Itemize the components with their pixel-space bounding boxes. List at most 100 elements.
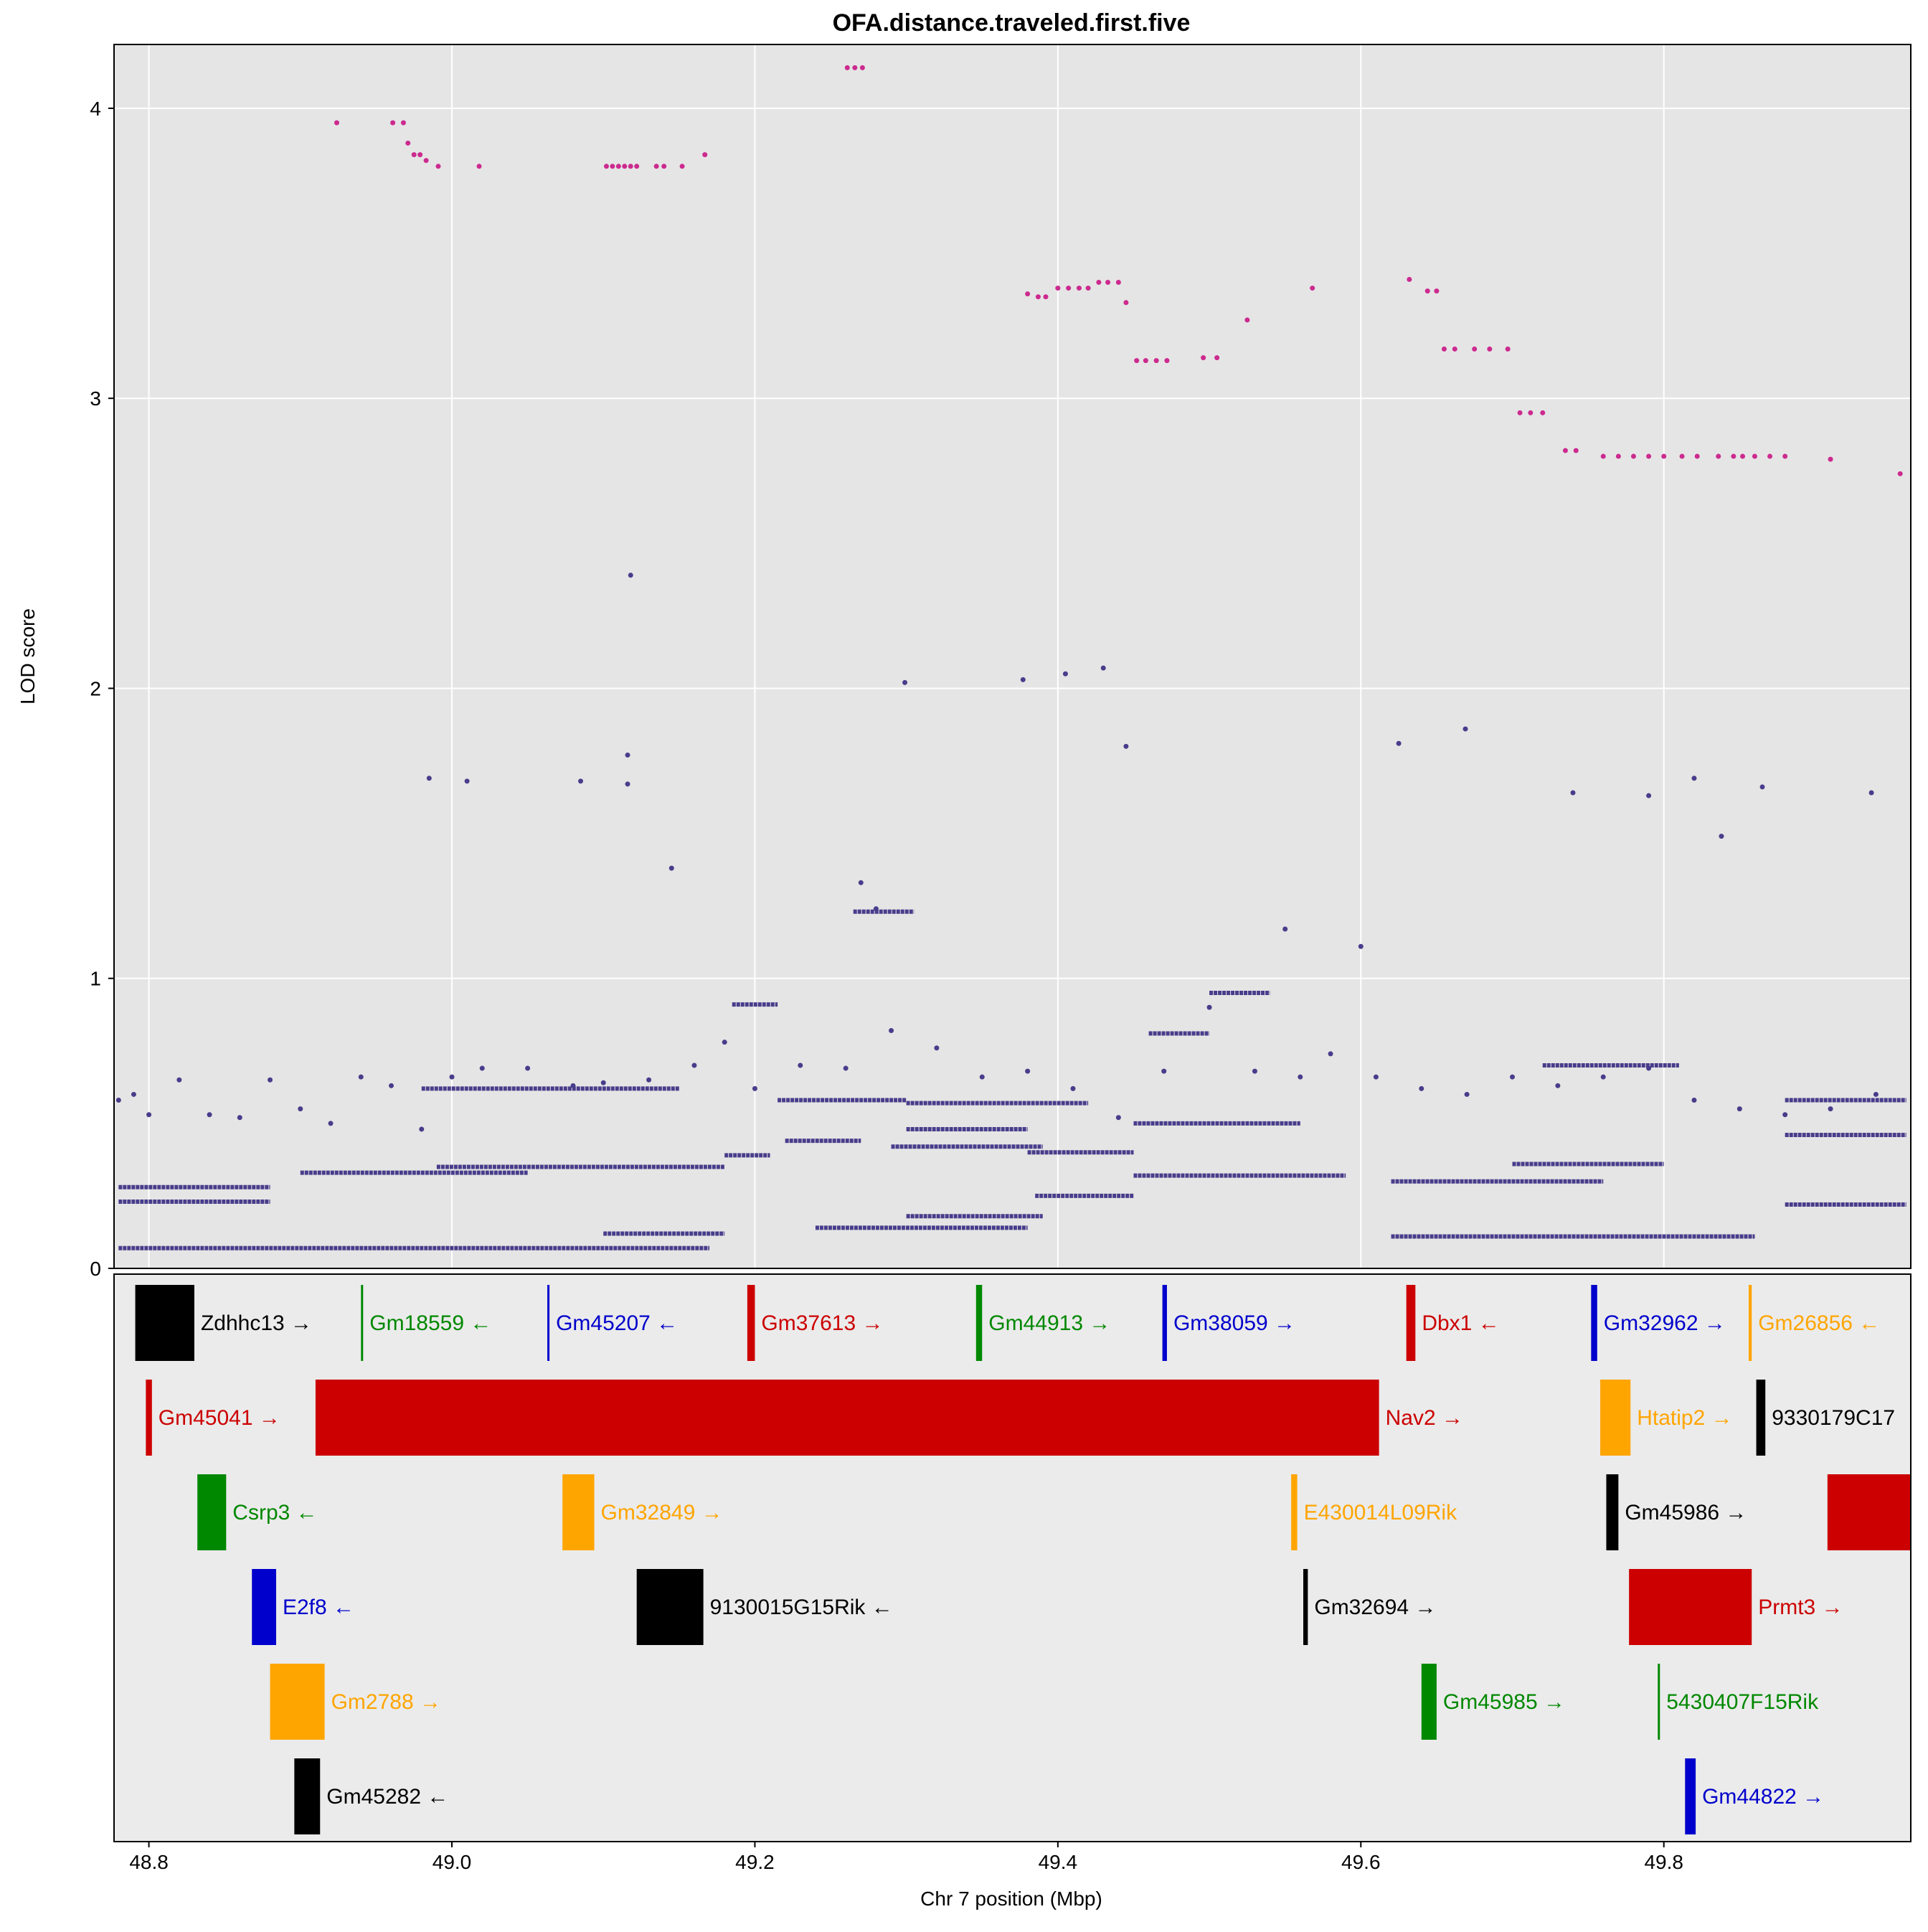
gene-box: [1600, 1380, 1631, 1456]
snp-point: [1873, 1091, 1879, 1097]
snp-point: [873, 906, 879, 912]
snp-point: [889, 1028, 894, 1034]
top-snp-point: [400, 120, 406, 126]
y-axis-ticks: 0 1 2 3 4: [90, 98, 114, 1280]
gene-label: E2f8 ←: [283, 1596, 354, 1619]
top-snp-point: [476, 164, 482, 169]
top-snp-point: [1528, 410, 1534, 415]
top-snp-point: [435, 164, 441, 169]
y-tick-label: 3: [90, 387, 101, 410]
snp-point: [1691, 776, 1697, 781]
snp-point: [902, 679, 908, 685]
top-snp-point: [417, 152, 423, 158]
x-tick-label: 49.4: [1039, 1851, 1078, 1873]
x-tick-label: 48.8: [129, 1851, 169, 1873]
top-snp-point: [1025, 291, 1031, 297]
gene-label: Nav2 →: [1386, 1406, 1463, 1430]
top-snp-point: [702, 152, 708, 158]
top-snp-point: [1035, 294, 1041, 300]
top-snp-point: [1134, 358, 1140, 364]
snp-point: [268, 1077, 273, 1083]
gene-label: E430014L09Rik: [1304, 1501, 1458, 1525]
top-snp-point: [615, 164, 621, 169]
top-snp-point: [1661, 453, 1667, 459]
top-snp-point: [628, 164, 633, 169]
y-tick-label: 2: [90, 677, 101, 699]
snp-point: [578, 778, 584, 784]
gene-box: [315, 1380, 1379, 1456]
snp-point: [600, 1080, 606, 1085]
gene-box: [197, 1474, 227, 1550]
snp-point: [722, 1040, 727, 1045]
top-snp-point: [1153, 358, 1159, 364]
top-snp-point: [852, 65, 858, 70]
gene-box: [252, 1569, 276, 1645]
gene-box: [294, 1758, 321, 1834]
x-tick-label: 49.6: [1341, 1851, 1381, 1873]
snp-point: [146, 1112, 152, 1118]
top-snp-point: [1105, 279, 1111, 285]
snp-point: [1328, 1051, 1333, 1057]
snp-point: [1396, 740, 1402, 746]
snp-point: [176, 1077, 182, 1083]
snp-point: [358, 1074, 364, 1080]
gene-label: Htatip2 →: [1637, 1406, 1732, 1430]
top-snp-point: [1540, 410, 1546, 415]
snp-point: [625, 752, 630, 758]
chart-title: OFA.distance.traveled.first.five: [833, 9, 1191, 37]
top-snp-point: [859, 65, 865, 70]
snp-point: [1464, 1091, 1470, 1097]
snp-point: [1691, 1098, 1697, 1103]
gene-box: [1685, 1758, 1696, 1834]
top-snp-point: [1562, 448, 1568, 453]
top-snp-point: [1076, 286, 1082, 291]
top-snp-point: [1694, 453, 1700, 459]
snp-point: [419, 1126, 425, 1132]
gene-panel: [114, 1274, 1911, 1842]
gene-box: [146, 1380, 152, 1456]
gene-box: [975, 1285, 983, 1361]
top-snp-point: [634, 164, 640, 169]
snp-point: [1555, 1083, 1561, 1088]
snp-point: [1070, 1085, 1076, 1091]
y-tick-label: 1: [90, 968, 101, 990]
x-axis-ticks: 48.8 49.0 49.2 49.4 49.6 49.8: [129, 1842, 1683, 1873]
gene-box: [1629, 1569, 1752, 1645]
gene-label: Gm32694 →: [1314, 1596, 1436, 1619]
snp-point: [570, 1083, 576, 1088]
gene-label: Gm26856 ←: [1758, 1311, 1880, 1335]
snp-point: [843, 1065, 849, 1071]
snp-point: [1025, 1068, 1031, 1074]
snp-point: [668, 865, 674, 871]
snp-point: [858, 880, 864, 885]
gene-label: 5430407F15Rik: [1666, 1690, 1819, 1714]
gene-label: Gm45041 →: [159, 1406, 280, 1430]
gene-label: Gm44913 →: [988, 1311, 1110, 1335]
snp-point: [479, 1065, 485, 1071]
gene-label: 9130015G15Rik ←: [710, 1596, 893, 1619]
gene-box: [361, 1285, 364, 1361]
gene-box: [1658, 1664, 1660, 1740]
y-tick-label: 0: [90, 1258, 101, 1280]
top-snp-point: [1085, 286, 1091, 291]
snp-point: [449, 1074, 455, 1080]
top-snp-point: [1407, 276, 1412, 282]
gene-box: [562, 1474, 595, 1550]
gene-label: Dbx1 ←: [1422, 1311, 1499, 1335]
top-snp-point: [1615, 453, 1621, 459]
snp-point: [328, 1121, 334, 1126]
snp-point: [207, 1112, 212, 1118]
top-snp-point: [390, 120, 396, 126]
gene-panel-border: [113, 1273, 1912, 1842]
y-tick-label: 4: [90, 98, 101, 120]
snp-point: [1736, 1106, 1742, 1112]
top-snp-point: [1214, 355, 1220, 361]
gene-box: [1749, 1285, 1752, 1361]
top-snp-point: [1897, 471, 1903, 476]
top-snp-point: [661, 164, 667, 169]
top-snp-point: [1487, 346, 1493, 352]
top-snp-point: [1244, 317, 1250, 323]
top-snp-point: [1441, 346, 1447, 352]
snp-point: [1373, 1074, 1379, 1080]
snp-point: [1282, 926, 1288, 932]
